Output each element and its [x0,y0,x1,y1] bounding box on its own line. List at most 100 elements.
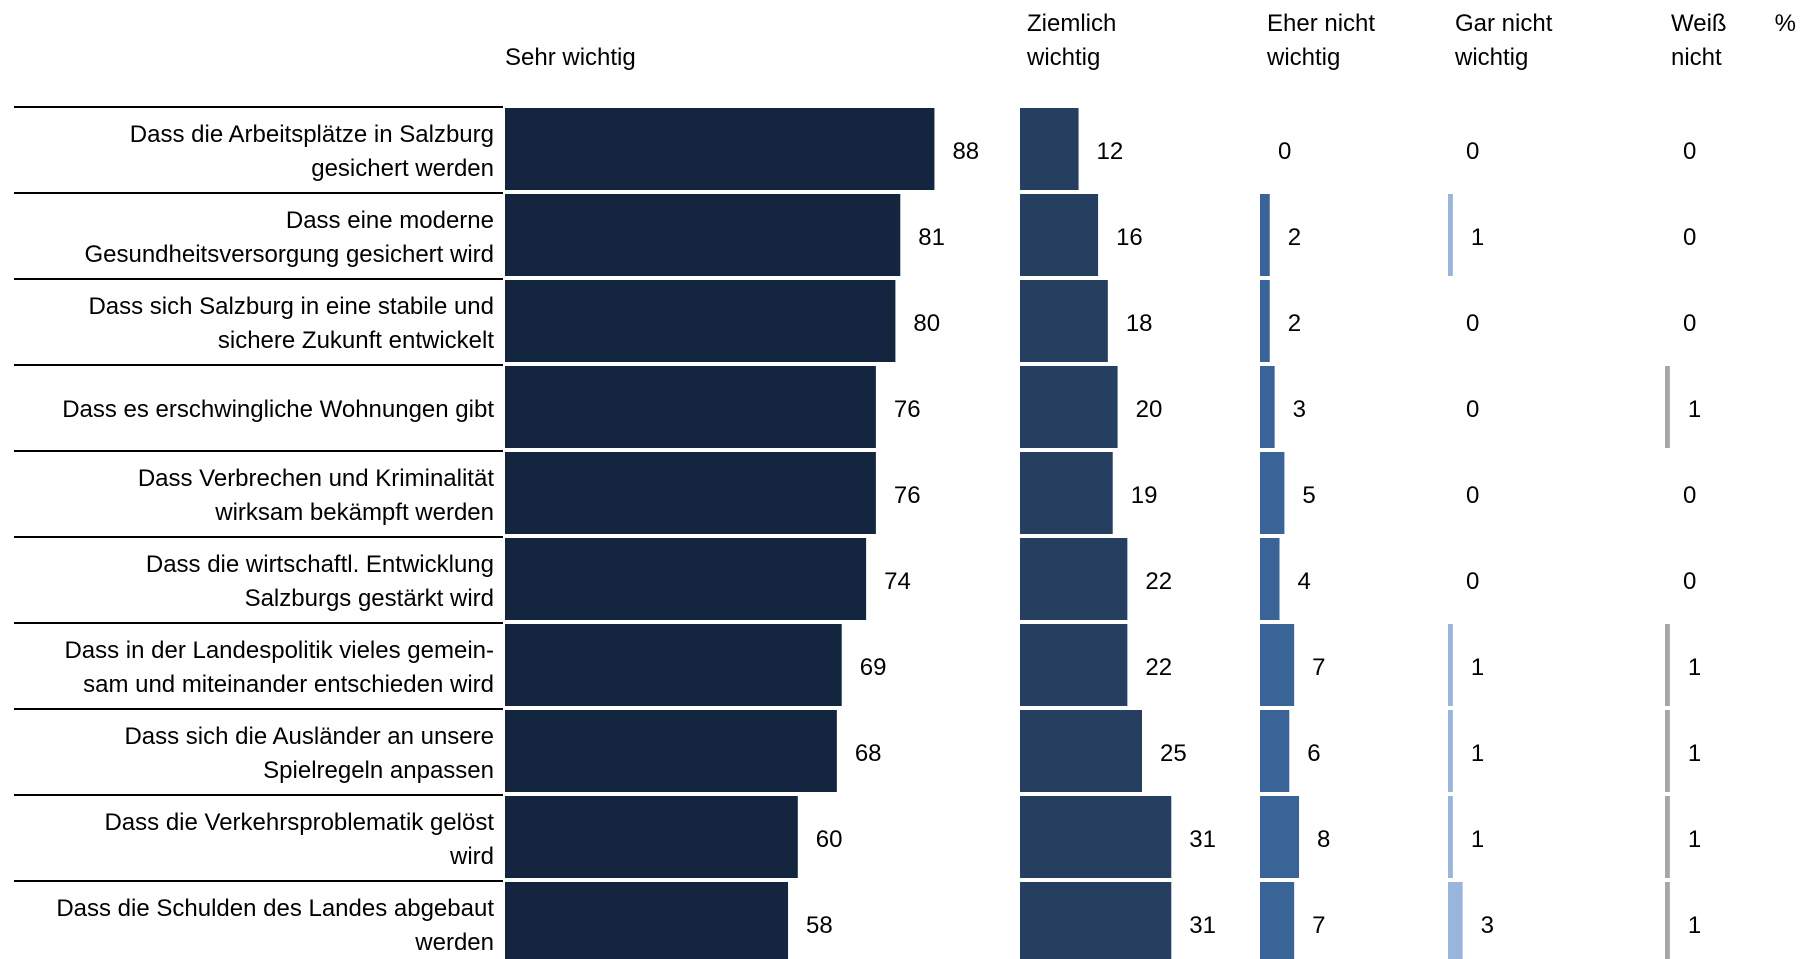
data-label-eher_nicht: 5 [1302,482,1315,509]
data-label-weiss_nicht: 1 [1688,396,1701,423]
data-label-eher_nicht: 4 [1298,568,1311,595]
bar-eher_nicht [1260,194,1270,276]
data-label-sehr: 81 [918,224,945,251]
bar-weiss_nicht [1665,796,1670,878]
bar-eher_nicht [1260,452,1285,534]
bar-sehr [505,538,867,620]
category-label: Dass die Arbeitsplätze in Salzburg [130,121,494,148]
data-label-ziemlich: 12 [1097,138,1124,165]
data-label-ziemlich: 22 [1145,568,1172,595]
unit-label: % [1775,10,1796,37]
category-label: Dass die Verkehrsproblematik gelöst [104,809,494,836]
data-label-ziemlich: 31 [1189,912,1216,939]
bar-weiss_nicht [1665,366,1670,448]
chart-row: Dass die Arbeitsplätze in Salzburg gesich… [14,106,1696,190]
column-header-weiss_nicht: Weiß [1671,10,1727,37]
bar-ziemlich [1020,796,1172,878]
data-label-weiss_nicht: 1 [1688,654,1701,681]
bar-sehr [505,710,837,792]
data-label-weiss_nicht: 1 [1688,826,1701,853]
data-label-gar_nicht: 3 [1481,912,1494,939]
bar-ziemlich [1020,882,1172,959]
bar-sehr [505,882,789,959]
bar-eher_nicht [1260,280,1270,362]
data-label-gar_nicht: 0 [1466,396,1479,423]
data-label-gar_nicht: 0 [1466,482,1479,509]
category-label: Dass eine moderne [286,207,494,234]
data-label-eher_nicht: 6 [1307,740,1320,767]
bar-eher_nicht [1260,796,1300,878]
column-header-eher_nicht: Eher nicht [1267,10,1375,37]
category-label: wird [449,843,494,870]
data-label-eher_nicht: 0 [1278,138,1291,165]
data-label-sehr: 76 [894,482,921,509]
data-label-gar_nicht: 1 [1471,654,1484,681]
bar-gar_nicht [1448,624,1453,706]
category-label: wirksam bekämpft werden [214,499,494,526]
bar-sehr [505,108,935,190]
data-label-ziemlich: 18 [1126,310,1153,337]
data-label-weiss_nicht: 1 [1688,912,1701,939]
chart-row: Dass eine moderne Gesundheitsversorgung g… [14,192,1696,276]
bar-ziemlich [1020,366,1118,448]
bar-sehr [505,796,798,878]
data-label-sehr: 88 [952,138,979,165]
data-label-sehr: 76 [894,396,921,423]
chart-row: Dass die Verkehrsproblematik gelöst wird 6… [14,794,1701,878]
data-label-weiss_nicht: 0 [1683,224,1696,251]
bar-gar_nicht [1448,796,1453,878]
data-label-sehr: 58 [806,912,833,939]
data-label-eher_nicht: 7 [1312,654,1325,681]
column-header-ziemlich: wichtig [1026,44,1100,71]
data-label-gar_nicht: 0 [1466,138,1479,165]
data-label-ziemlich: 20 [1136,396,1163,423]
bar-eher_nicht [1260,624,1295,706]
bar-ziemlich [1020,280,1108,362]
data-label-gar_nicht: 0 [1466,568,1479,595]
bar-weiss_nicht [1665,624,1670,706]
chart-row: Dass Verbrechen und Kriminalität wirksam … [14,450,1696,534]
column-header-gar_nicht: wichtig [1454,44,1528,71]
data-label-eher_nicht: 3 [1293,396,1306,423]
bar-gar_nicht [1448,710,1453,792]
data-label-ziemlich: 22 [1145,654,1172,681]
bar-ziemlich [1020,624,1128,706]
data-label-gar_nicht: 1 [1471,224,1484,251]
category-label: sam und miteinander entschieden wird [83,671,494,698]
data-label-weiss_nicht: 1 [1688,740,1701,767]
column-headers: Sehr wichtig Ziemlich wichtig Eher nicht wic… [505,10,1727,71]
bar-gar_nicht [1448,194,1453,276]
bar-eher_nicht [1260,538,1280,620]
bar-ziemlich [1020,710,1142,792]
column-header-ziemlich: Ziemlich [1027,10,1116,37]
category-label: Gesundheitsversorgung gesichert wird [84,241,494,268]
data-label-sehr: 60 [816,826,843,853]
bar-weiss_nicht [1665,710,1670,792]
data-label-sehr: 80 [913,310,940,337]
bar-weiss_nicht [1665,882,1670,959]
data-label-gar_nicht: 0 [1466,310,1479,337]
category-label: werden [414,929,494,956]
data-label-gar_nicht: 1 [1471,740,1484,767]
chart-row: Dass sich Salzburg in eine stabile und si… [14,278,1696,362]
category-label: Dass es erschwingliche Wohnungen gibt [62,396,494,423]
category-label: Dass die Schulden des Landes abgebaut [56,895,494,922]
chart-row: Dass die wirtschaftl. Entwicklung Salzbur… [14,536,1696,620]
data-label-weiss_nicht: 0 [1683,310,1696,337]
data-label-ziemlich: 25 [1160,740,1187,767]
data-label-weiss_nicht: 0 [1683,138,1696,165]
data-label-ziemlich: 19 [1131,482,1158,509]
data-label-weiss_nicht: 0 [1683,482,1696,509]
data-label-gar_nicht: 1 [1471,826,1484,853]
category-label: Spielregeln anpassen [263,757,494,784]
category-label: Dass in der Landespolitik vieles gemein- [64,637,494,664]
data-label-weiss_nicht: 0 [1683,568,1696,595]
bar-sehr [505,194,901,276]
data-label-sehr: 68 [855,740,882,767]
bar-ziemlich [1020,538,1128,620]
data-label-eher_nicht: 2 [1288,224,1301,251]
bar-ziemlich [1020,108,1079,190]
column-header-weiss_nicht: nicht [1671,44,1722,71]
category-label: gesichert werden [311,155,494,182]
column-header-eher_nicht: wichtig [1266,44,1340,71]
